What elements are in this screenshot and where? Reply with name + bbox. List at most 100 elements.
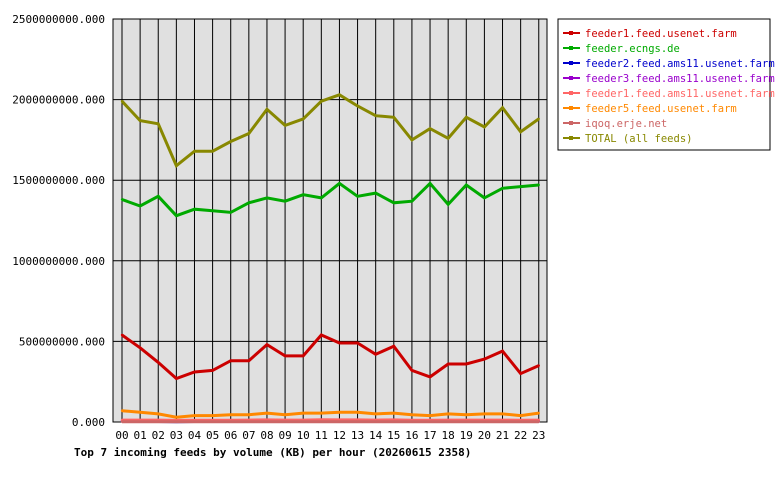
data-point xyxy=(302,193,305,196)
x-tick-label: 17 xyxy=(423,429,436,442)
legend-box xyxy=(557,18,771,151)
data-point xyxy=(175,164,178,167)
data-point xyxy=(519,414,522,417)
data-point xyxy=(410,413,414,416)
x-tick-label: 21 xyxy=(496,429,509,442)
x-tick-label: 08 xyxy=(260,429,273,442)
legend-label: iqoq.erje.net xyxy=(585,118,667,130)
series-line xyxy=(121,181,539,218)
y-tick-label: 500000000.000 xyxy=(19,335,105,348)
data-point xyxy=(446,420,450,423)
legend-label: TOTAL (all feeds) xyxy=(585,133,692,145)
series-lines xyxy=(120,93,540,424)
data-point xyxy=(410,420,414,423)
data-point xyxy=(229,359,232,362)
x-tick-label: 22 xyxy=(514,429,527,442)
data-point xyxy=(138,411,142,414)
data-point xyxy=(283,354,287,358)
data-point xyxy=(537,411,540,415)
data-point xyxy=(519,130,522,133)
data-point xyxy=(247,413,251,416)
series-line xyxy=(121,333,540,381)
y-tick-label: 2500000000.000 xyxy=(12,13,105,26)
y-tick-label: 2000000000.000 xyxy=(12,94,105,107)
data-point xyxy=(537,117,540,121)
data-point xyxy=(374,114,377,117)
data-point xyxy=(157,361,160,364)
data-point xyxy=(229,420,232,423)
data-point xyxy=(374,353,377,356)
data-point xyxy=(374,191,377,195)
data-point xyxy=(483,357,486,361)
data-point xyxy=(446,203,450,206)
x-tick-label: 06 xyxy=(224,429,237,442)
x-tick-label: 11 xyxy=(315,429,328,442)
y-tick-label: 1000000000.000 xyxy=(12,255,105,268)
legend-marker xyxy=(569,46,573,50)
x-tick-label: 02 xyxy=(152,429,165,442)
data-point xyxy=(465,183,468,187)
data-point xyxy=(120,100,124,103)
data-point xyxy=(229,211,232,214)
data-point xyxy=(265,196,269,200)
data-point xyxy=(356,420,359,423)
data-point xyxy=(483,412,486,416)
y-axis-ticks: 0.000 500000000.000 1000000000.000 15000000… xyxy=(12,13,105,429)
data-point xyxy=(338,93,341,97)
data-point xyxy=(392,420,395,423)
x-tick-label: 07 xyxy=(242,429,255,442)
data-point xyxy=(157,122,160,126)
data-point xyxy=(320,411,323,415)
series-line xyxy=(121,409,539,419)
data-point xyxy=(211,420,214,423)
data-point xyxy=(338,411,341,414)
data-point xyxy=(537,364,540,367)
x-tick-label: 09 xyxy=(278,429,291,442)
legend-marker xyxy=(569,76,573,80)
data-point xyxy=(483,420,486,423)
data-point xyxy=(157,420,160,423)
data-point xyxy=(193,370,196,374)
data-point xyxy=(211,414,214,417)
data-point xyxy=(465,362,468,366)
data-point xyxy=(138,346,142,349)
data-point xyxy=(483,125,486,129)
data-point xyxy=(283,200,287,203)
data-point xyxy=(428,420,432,423)
x-axis-ticks: 00 01 02 03 04 05 06 07 08 09 10 11 12 13 14 15 16 17 18 19… xyxy=(115,429,545,442)
data-point xyxy=(302,420,305,423)
data-point xyxy=(211,209,214,212)
data-point xyxy=(211,369,214,372)
x-tick-label: 04 xyxy=(188,429,202,442)
legend-label: feeder3.feed.ams11.usenet.farm xyxy=(585,73,775,85)
data-point xyxy=(392,345,395,348)
data-point xyxy=(138,204,142,208)
data-point xyxy=(338,420,341,423)
data-point xyxy=(537,183,540,187)
data-point xyxy=(193,420,196,423)
data-point xyxy=(320,100,323,103)
x-tick-label: 15 xyxy=(387,429,400,442)
legend-marker xyxy=(569,31,573,35)
data-point xyxy=(356,195,359,198)
data-point xyxy=(175,420,178,423)
legend-label: feeder2.feed.ams11.usenet.farm xyxy=(585,58,775,70)
data-point xyxy=(410,138,414,142)
data-point xyxy=(120,198,124,201)
legend: feeder1.feed.usenet.farm feeder.ecngs.de f… xyxy=(557,18,775,151)
data-point xyxy=(229,140,232,143)
data-point xyxy=(465,116,468,119)
data-point xyxy=(283,124,287,127)
legend-label: feeder1.feed.ams11.usenet.farm xyxy=(585,88,775,100)
data-point xyxy=(175,377,178,380)
data-point xyxy=(410,200,414,203)
data-point xyxy=(446,412,450,416)
data-point xyxy=(519,372,522,375)
legend-marker xyxy=(569,121,573,125)
x-tick-label: 03 xyxy=(170,429,183,442)
data-point xyxy=(392,411,395,415)
data-point xyxy=(265,108,269,111)
data-point xyxy=(374,412,377,416)
data-point xyxy=(374,420,377,423)
